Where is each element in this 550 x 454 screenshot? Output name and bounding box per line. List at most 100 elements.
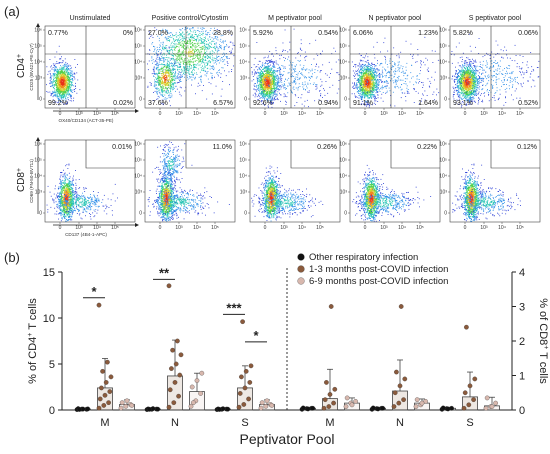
event-dot — [67, 76, 69, 77]
event-dot — [285, 88, 287, 90]
event-dot — [162, 41, 164, 43]
event-dot — [66, 89, 68, 91]
event-dot — [61, 84, 63, 86]
event-dot — [276, 97, 278, 99]
event-dot — [278, 79, 280, 81]
event-dot — [172, 51, 173, 53]
event-dot — [175, 78, 177, 79]
event-dot — [169, 69, 170, 71]
event-dot — [49, 83, 51, 85]
event-dot — [65, 84, 66, 86]
event-dot — [184, 27, 186, 29]
event-dot — [188, 55, 190, 57]
event-dot — [52, 99, 54, 101]
event-dot — [358, 68, 359, 70]
event-dot — [319, 90, 321, 91]
event-dot — [377, 101, 379, 102]
event-dot — [173, 87, 175, 89]
event-dot — [261, 86, 263, 88]
event-dot — [66, 73, 68, 75]
event-dot — [160, 81, 162, 83]
event-dot — [277, 81, 278, 83]
event-dot — [172, 35, 174, 37]
event-dot — [60, 100, 61, 102]
event-dot — [60, 81, 62, 83]
event-dot — [71, 72, 73, 74]
event-dot — [165, 80, 167, 82]
event-dot — [269, 69, 271, 71]
event-dot — [149, 49, 150, 51]
event-dot — [203, 62, 205, 64]
event-dot — [163, 73, 165, 74]
event-dot — [198, 34, 199, 36]
event-dot — [262, 94, 264, 96]
event-dot — [378, 83, 380, 85]
event-dot — [61, 78, 63, 80]
event-dot — [161, 74, 163, 76]
event-dot — [156, 78, 157, 80]
event-dot — [233, 45, 235, 46]
event-dot — [56, 80, 58, 82]
event-dot — [374, 73, 375, 75]
event-dot — [282, 74, 284, 76]
event-dot — [374, 68, 375, 70]
event-dot — [69, 89, 71, 91]
event-dot — [267, 78, 269, 80]
event-dot — [220, 47, 222, 48]
event-dot — [265, 66, 267, 67]
event-dot — [223, 52, 225, 54]
event-dot — [212, 46, 214, 48]
event-dot — [181, 68, 183, 70]
event-dot — [58, 70, 59, 72]
event-dot — [63, 91, 65, 92]
event-dot — [159, 84, 161, 86]
event-dot — [216, 32, 218, 34]
event-dot — [209, 46, 211, 47]
event-dot — [266, 82, 268, 84]
event-dot — [265, 90, 266, 92]
event-dot — [160, 73, 162, 74]
event-dot — [183, 54, 184, 56]
event-dot — [269, 96, 271, 98]
event-dot — [169, 32, 171, 34]
event-dot — [269, 95, 271, 97]
event-dot — [64, 63, 66, 65]
event-dot — [59, 91, 60, 92]
event-dot — [166, 97, 168, 99]
event-dot — [298, 78, 300, 80]
event-dot — [276, 63, 278, 65]
event-dot — [262, 75, 264, 77]
event-dot — [204, 70, 206, 72]
event-dot — [297, 52, 299, 54]
event-dot — [63, 66, 65, 68]
event-dot — [368, 88, 370, 90]
event-dot — [299, 77, 301, 79]
y-tick-label: 0 — [39, 97, 42, 103]
event-dot — [216, 47, 218, 48]
event-dot — [363, 80, 365, 82]
event-dot — [274, 98, 275, 100]
event-dot — [55, 68, 57, 70]
event-dot — [252, 76, 254, 77]
event-dot — [66, 74, 68, 76]
event-dot — [293, 86, 295, 88]
event-dot — [165, 73, 166, 75]
event-dot — [176, 46, 177, 48]
event-dot — [67, 87, 69, 88]
event-dot — [64, 72, 66, 74]
event-dot — [62, 95, 64, 97]
event-dot — [186, 37, 188, 39]
event-dot — [60, 87, 62, 88]
event-dot — [183, 48, 185, 50]
event-dot — [165, 77, 167, 79]
event-dot — [163, 76, 165, 77]
event-dot — [63, 86, 65, 88]
event-dot — [184, 66, 186, 67]
event-dot — [280, 88, 282, 90]
event-dot — [192, 72, 194, 74]
event-dot — [268, 59, 270, 61]
event-dot — [67, 81, 68, 83]
event-dot — [294, 66, 296, 68]
event-dot — [175, 82, 177, 84]
event-dot — [264, 96, 265, 98]
